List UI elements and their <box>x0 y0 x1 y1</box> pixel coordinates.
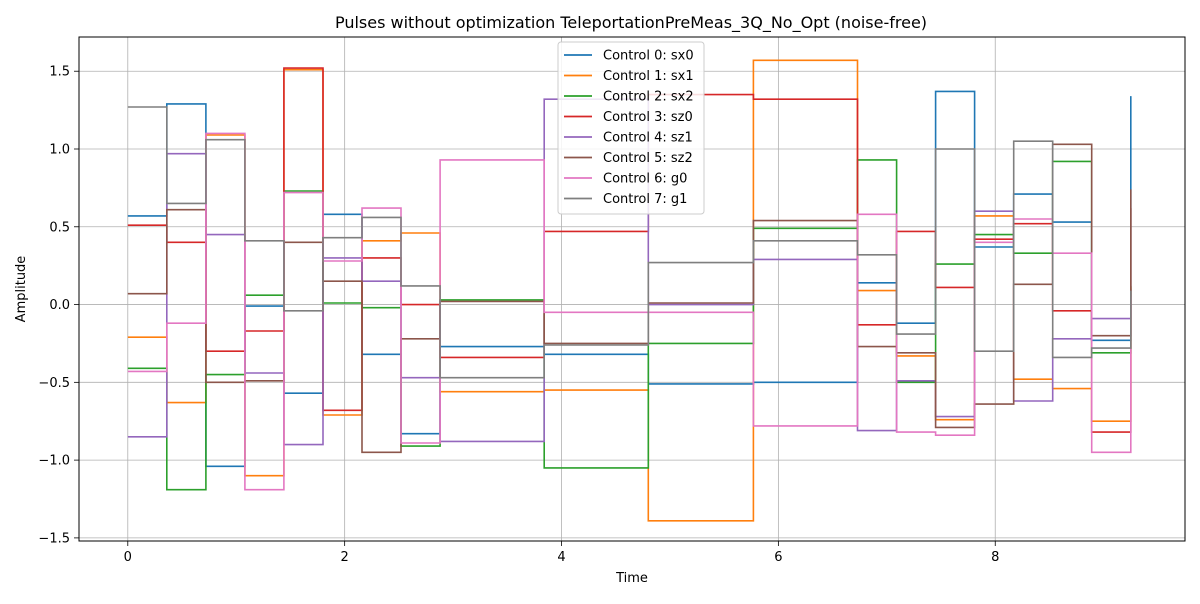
x-tick-label: 2 <box>341 550 349 565</box>
legend: Control 0: sx0 Control 1: sx1 Control 2: s… <box>557 41 705 215</box>
series-line-7 <box>127 106 1132 379</box>
x-tick-label: 4 <box>557 550 565 565</box>
plot-area <box>127 59 1132 522</box>
legend-label-4: Control 4: sz1 <box>603 131 693 146</box>
y-tick-label: 0.5 <box>49 220 70 235</box>
y-tick-label: 1.5 <box>49 65 70 80</box>
y-tick-label: 0.0 <box>49 298 70 313</box>
legend-label-0: Control 0: sx0 <box>603 49 694 64</box>
x-tick-label: 0 <box>124 550 132 565</box>
legend-label-2: Control 2: sx2 <box>603 90 694 105</box>
legend-label-1: Control 1: sx1 <box>603 69 694 84</box>
x-axis-label: Time <box>615 571 648 586</box>
y-tick-label: −1.5 <box>38 531 70 546</box>
y-axis-label: Amplitude <box>14 256 29 323</box>
legend-label-3: Control 3: sz0 <box>603 110 693 125</box>
axis-ticks: 0 2 4 6 8 −1.5 −1.0 −0.5 0.0 0.5 1.0 1.5 <box>38 65 999 565</box>
legend-label-7: Control 7: g1 <box>603 192 687 207</box>
y-tick-label: 1.0 <box>49 143 70 158</box>
legend-label-5: Control 5: sz2 <box>603 151 693 166</box>
x-tick-label: 6 <box>774 550 782 565</box>
legend-box <box>557 41 705 215</box>
chart-title: Pulses without optimization Teleportatio… <box>335 13 927 33</box>
x-tick-label: 8 <box>991 550 999 565</box>
axes-frame <box>78 36 1186 542</box>
legend-label-6: Control 6: g0 <box>603 172 687 187</box>
y-tick-label: −1.0 <box>38 454 70 469</box>
y-tick-label: −0.5 <box>38 376 70 391</box>
